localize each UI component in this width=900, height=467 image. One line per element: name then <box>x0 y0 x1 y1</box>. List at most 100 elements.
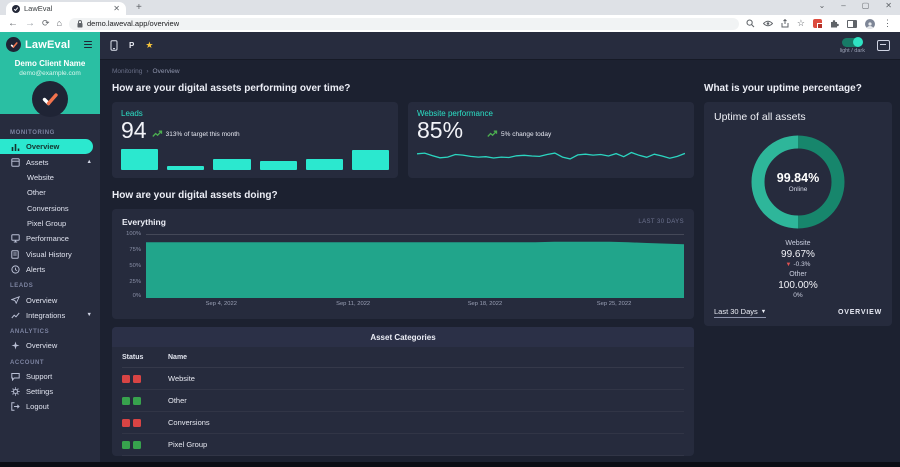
stat-name: Other <box>789 271 807 278</box>
new-tab-icon[interactable]: + <box>136 2 142 13</box>
bar <box>259 161 297 170</box>
stat-name: Website <box>785 240 811 247</box>
sidebar-item-label: Pixel Group <box>27 219 67 229</box>
back-icon[interactable]: ← <box>8 17 18 29</box>
window-minimize-icon[interactable]: – <box>841 1 846 10</box>
window-close-icon[interactable]: ✕ <box>885 1 892 10</box>
tab-search-icon[interactable]: ⌄ <box>818 1 826 10</box>
performance-value: 85% <box>417 117 464 143</box>
sidebar-item-pixel-group[interactable]: Pixel Group <box>0 216 100 231</box>
table-row[interactable]: Other <box>122 390 684 412</box>
chat-bubble-icon <box>10 372 20 381</box>
donut-center-label: Online <box>788 186 808 193</box>
sidebar-item-assets[interactable]: Assets ▲ <box>0 154 100 169</box>
everything-area-chart <box>146 234 684 298</box>
extensions-icon[interactable] <box>830 19 839 28</box>
browser-tab[interactable]: LawEval ✕ <box>6 2 126 15</box>
home-icon[interactable]: ⌂ <box>56 18 62 28</box>
table-row[interactable]: Website <box>122 368 684 390</box>
table-row[interactable]: Conversions <box>122 412 684 434</box>
shortcut-p-badge[interactable]: P <box>129 41 135 50</box>
theme-toggle[interactable] <box>842 37 864 47</box>
sidebar-item-overview-analytics[interactable]: Overview <box>0 338 100 353</box>
section-title-account: ACCOUNT <box>10 359 45 366</box>
section-title-monitoring: MONITORING <box>10 130 55 136</box>
gridline-100 <box>146 234 684 235</box>
bookmark-star-icon[interactable]: ☆ <box>796 18 805 28</box>
content-area: P ★ light / dark Monitoring › Overview <box>100 32 900 462</box>
star-icon[interactable]: ★ <box>145 40 154 50</box>
stat-value: 100.00% <box>778 279 818 291</box>
stat-delta: -0.3% <box>793 261 811 268</box>
profile-avatar[interactable] <box>865 18 875 29</box>
y-tick: 75% <box>129 247 141 253</box>
sidebar-item-support[interactable]: Support <box>0 369 100 384</box>
breadcrumb-separator: › <box>146 68 149 75</box>
performance-card-title: Website performance <box>417 109 493 118</box>
share-icon[interactable] <box>781 19 789 28</box>
sidebar-item-label: Integrations <box>26 310 66 320</box>
tab-title: LawEval <box>24 4 53 13</box>
uptime-card: Uptime of all assets 99.84% Online <box>704 102 892 326</box>
bar <box>213 158 251 170</box>
extension-red-icon[interactable] <box>813 19 823 29</box>
search-icon[interactable] <box>746 19 755 28</box>
bar <box>305 159 343 170</box>
y-tick: 50% <box>129 263 141 269</box>
status-badge <box>122 418 154 427</box>
asset-categories-title: Asset Categories <box>112 327 694 347</box>
x-tick: Sep 18, 2022 <box>467 301 503 307</box>
stat-delta: 0% <box>793 292 803 299</box>
kebab-menu-icon[interactable]: ⋮ <box>883 18 892 28</box>
table-row[interactable]: Pixel Group <box>122 434 684 456</box>
sidebar-item-performance[interactable]: Performance <box>0 231 100 246</box>
x-tick: Sep 11, 2022 <box>336 301 371 307</box>
lock-icon <box>77 19 83 27</box>
x-tick: Sep 4, 2022 <box>205 301 237 307</box>
trend-icon <box>10 311 20 320</box>
sidebar-item-overview-leads[interactable]: Overview <box>0 292 100 307</box>
forward-icon[interactable]: → <box>25 17 35 29</box>
sidebar-item-website[interactable]: Website <box>0 170 100 185</box>
clock-icon <box>10 265 20 274</box>
theme-toggle-label: light / dark <box>839 47 865 54</box>
sidebar-item-conversions[interactable]: Conversions <box>0 201 100 216</box>
tab-close-icon[interactable]: ✕ <box>113 3 120 13</box>
sidebar-item-overview-monitoring[interactable]: Overview <box>0 139 93 155</box>
sidebar-item-settings[interactable]: Settings <box>0 384 100 399</box>
range-selector[interactable]: Last 30 Days ▼ <box>714 307 767 318</box>
app-window: LawEval Demo Client Name demo@example.co… <box>0 32 900 462</box>
window-maximize-icon[interactable]: ▢ <box>861 1 870 10</box>
sidebar-item-label: Assets <box>26 157 49 167</box>
reload-icon[interactable]: ⟳ <box>42 18 50 28</box>
x-tick: Sep 25, 2022 <box>596 301 632 307</box>
range-badge: LAST 30 DAYS <box>638 219 684 225</box>
send-icon <box>10 296 20 305</box>
sidebar-item-label: Logout <box>26 402 49 412</box>
main-column: Monitoring › Overview How are your digit… <box>112 64 694 456</box>
sparkle-icon <box>10 341 20 350</box>
breadcrumb-parent[interactable]: Monitoring <box>112 68 143 75</box>
sidebar-item-other[interactable]: Other <box>0 185 100 200</box>
donut-segment-right <box>797 135 845 229</box>
sidebar-item-logout[interactable]: Logout <box>0 399 100 414</box>
performance-line-chart <box>417 142 685 170</box>
hamburger-icon[interactable] <box>82 39 94 50</box>
heading-uptime: What is your uptime percentage? <box>704 83 862 94</box>
sidebar-item-integrations[interactable]: Integrations ▼ <box>0 308 100 323</box>
sidebar-item-label: Conversions <box>27 203 69 213</box>
sidebar-item-visual-history[interactable]: Visual History <box>0 247 100 262</box>
uptime-column: . What is your uptime percentage? Uptime… <box>704 64 892 456</box>
table-header: Status Name <box>122 347 684 368</box>
chat-icon[interactable] <box>877 40 890 51</box>
mobile-icon[interactable] <box>110 40 118 51</box>
chevron-down-icon: ▼ <box>760 308 767 315</box>
url-bar[interactable]: demo.laweval.app/overview <box>68 17 739 30</box>
tab-favicon-icon <box>12 4 20 13</box>
sidebar-item-label: Overview <box>26 341 58 351</box>
eye-icon[interactable] <box>762 20 773 27</box>
everything-title: Everything <box>122 217 166 227</box>
sidebar-item-alerts[interactable]: Alerts <box>0 262 100 277</box>
sidebar-panel-icon[interactable] <box>847 19 857 28</box>
